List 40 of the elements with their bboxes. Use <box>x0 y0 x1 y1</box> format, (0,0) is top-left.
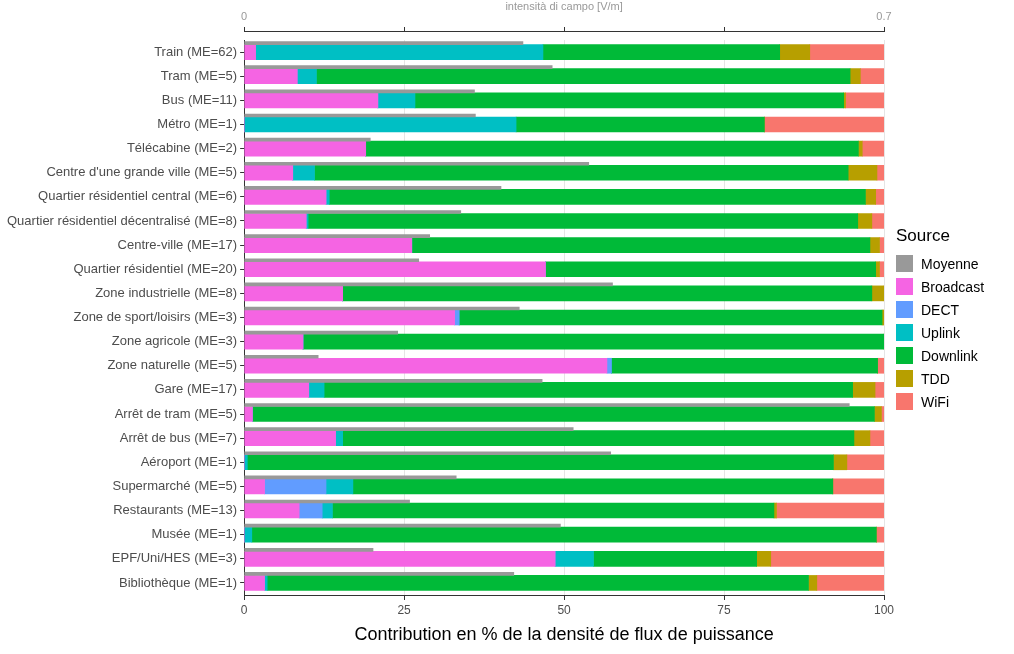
y-tick-label: Musée (ME=1) <box>151 526 238 542</box>
y-tick-label: Centre d'une grande ville (ME=5) <box>46 164 238 180</box>
y-tick-label: Arrêt de bus (ME=7) <box>119 429 238 445</box>
y-tick-label: Aéroport (ME=1) <box>140 453 238 469</box>
y-tick-label: Centre-ville (ME=17) <box>117 236 238 252</box>
y-tick-label: Zone de sport/loisirs (ME=3) <box>73 309 238 325</box>
x-tick-label: 50 <box>557 602 572 617</box>
legend-label: Uplink <box>921 324 960 341</box>
y-tick-label: Arrêt de tram (ME=5) <box>114 405 238 421</box>
x-tick-label: 0.7 <box>876 10 892 23</box>
y-tick-label: Zone agricole (ME=3) <box>111 333 238 349</box>
x-axis-title: Contribution en % de la densité de flux de puissance <box>354 624 774 645</box>
y-tick-label: Bus (ME=11) <box>161 91 238 107</box>
x-tick-label: 0 <box>241 10 248 23</box>
y-tick-label: Quartier résidentiel décentralisé (ME=8) <box>6 212 238 228</box>
legend-label: Moyenne <box>921 255 979 272</box>
y-tick-label: Gare (ME=17) <box>154 381 238 397</box>
y-tick-label: Quartier résidentiel central (ME=6) <box>38 188 238 204</box>
x-axis-title: intensità di campo [V/m] <box>505 0 623 12</box>
x-tick-label: 75 <box>717 602 732 617</box>
legend-label: Downlink <box>921 347 978 364</box>
legend-label: Broadcast <box>921 278 985 295</box>
y-tick-label: Restaurants (ME=13) <box>113 502 238 518</box>
y-tick-label: Train (ME=62) <box>154 43 238 59</box>
x-tick-label: 25 <box>397 602 412 617</box>
y-tick-label: Tram (ME=5) <box>160 67 238 83</box>
legend-title: Source <box>896 226 951 246</box>
x-tick-label: 0 <box>240 602 248 617</box>
y-tick-label: EPF/Uni/HES (ME=3) <box>111 550 238 566</box>
x-tick-label: 100 <box>873 602 895 617</box>
legend-label: TDD <box>921 370 950 387</box>
y-tick-label: Zone naturelle (ME=5) <box>107 357 238 373</box>
legend-label: DECT <box>921 301 960 318</box>
y-tick-label: Zone industrielle (ME=8) <box>95 284 238 300</box>
y-tick-label: Métro (ME=1) <box>157 116 238 132</box>
y-tick-label: Quartier résidentiel (ME=20) <box>73 260 238 276</box>
y-tick-label: Supermarché (ME=5) <box>112 477 238 493</box>
legend-label: WiFi <box>921 393 949 410</box>
y-tick-label: Bibliothèque (ME=1) <box>118 574 238 590</box>
y-tick-label: Télécabine (ME=2) <box>126 140 238 156</box>
